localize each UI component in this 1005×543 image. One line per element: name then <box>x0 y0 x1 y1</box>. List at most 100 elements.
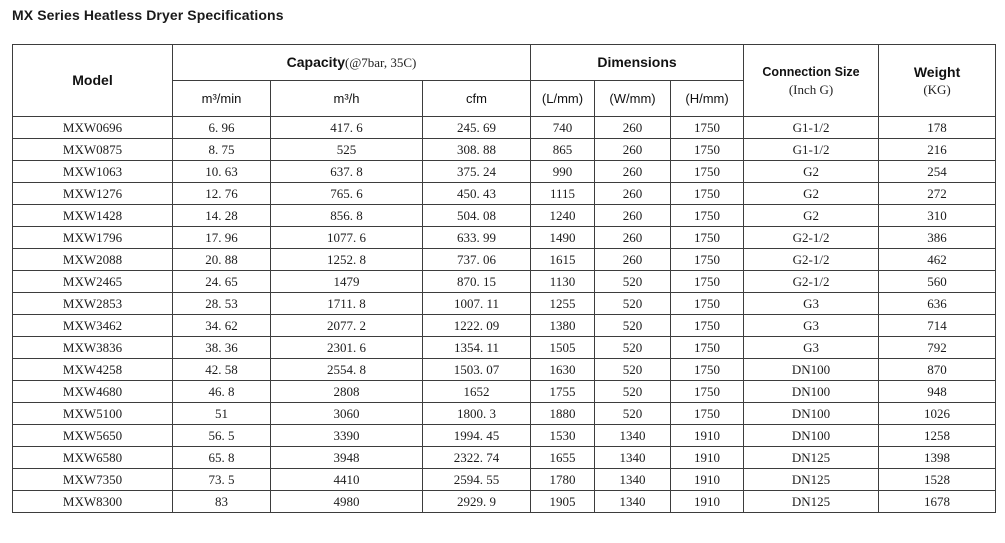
col-header-cfm: cfm <box>421 80 532 117</box>
table-cell: 765. 6 <box>270 182 423 205</box>
table-cell: 1490 <box>530 226 596 249</box>
table-cell: 1380 <box>530 314 596 337</box>
table-cell: 1655 <box>530 446 596 469</box>
table-cell: MXW6580 <box>12 446 173 469</box>
table-cell: 504. 08 <box>421 204 532 227</box>
table-cell: 1026 <box>878 402 997 425</box>
table-cell: 386 <box>878 226 997 249</box>
col-header-capacity: Capacity(@7bar, 35C) <box>171 44 532 81</box>
table-cell: 636 <box>878 292 997 315</box>
table-row: MXW1428 14. 28 856. 8 504. 08 1240 260 1750 G2 3… <box>12 204 997 227</box>
table-cell: 310 <box>878 204 997 227</box>
specifications-table: Model Capacity(@7bar, 35C) Dimensions Co… <box>12 44 997 513</box>
table-cell: MXW2088 <box>12 248 173 271</box>
table-cell: MXW4258 <box>12 358 173 381</box>
table-cell: G2-1/2 <box>743 226 880 249</box>
table-cell: 1750 <box>670 138 745 161</box>
table-cell: DN125 <box>743 490 880 513</box>
table-cell: 525 <box>270 138 423 161</box>
table-cell: G1-1/2 <box>743 138 880 161</box>
table-cell: 2554. 8 <box>270 358 423 381</box>
table-row: MXW1276 12. 76 765. 6 450. 43 1115 260 1750 G2 2… <box>12 182 997 205</box>
table-cell: 272 <box>878 182 997 205</box>
table-cell: 4410 <box>270 468 423 491</box>
table-cell: 42. 58 <box>172 358 271 381</box>
table-cell: 2301. 6 <box>270 336 423 359</box>
table-cell: 2077. 2 <box>270 314 423 337</box>
table-cell: 1750 <box>670 116 745 139</box>
table-cell: 417. 6 <box>270 116 423 139</box>
table-cell: G3 <box>743 336 880 359</box>
table-row: MXW2465 24. 65 1479 870. 15 1130 520 1750 G2-1/… <box>12 270 997 293</box>
table-cell: MXW0875 <box>12 138 173 161</box>
table-cell: 1503. 07 <box>421 358 532 381</box>
table-cell: 714 <box>878 314 997 337</box>
table-cell: 1528 <box>878 468 997 491</box>
table-row: MXW6580 65. 8 3948 2322. 74 1655 1340 1910 DN12… <box>12 446 997 469</box>
table-cell: 2594. 55 <box>421 468 532 491</box>
table-row: MXW2853 28. 53 1711. 8 1007. 11 1255 520 1750 G… <box>12 292 997 315</box>
model-label: Model <box>72 71 113 88</box>
capacity-note: (@7bar, 35C) <box>344 54 417 70</box>
table-cell: 1398 <box>878 446 997 469</box>
table-cell: 1910 <box>670 468 745 491</box>
table-row: MXW0696 6. 96 417. 6 245. 69 740 260 1750 G1-1/… <box>12 116 997 139</box>
table-cell: 260 <box>594 116 672 139</box>
table-cell: 24. 65 <box>172 270 271 293</box>
dimensions-label: Dimensions <box>597 53 677 70</box>
table-cell: 1750 <box>670 160 745 183</box>
table-cell: 56. 5 <box>172 424 271 447</box>
table-row: MXW0875 8. 75 525 308. 88 865 260 1750 G1-1/2 21… <box>12 138 997 161</box>
header-sub-row: m³/min m³/h cfm (L/mm) (W/mm) (H/mm) <box>13 80 996 117</box>
table-cell: 990 <box>530 160 596 183</box>
table-cell: 1750 <box>670 380 745 403</box>
table-cell: 308. 88 <box>421 138 532 161</box>
table-cell: 260 <box>594 248 672 271</box>
table-cell: 1750 <box>670 204 745 227</box>
weight-label: Weight <box>913 63 961 80</box>
table-cell: 1615 <box>530 248 596 271</box>
table-row: MXW3462 34. 62 2077. 2 1222. 09 1380 520 1750 G… <box>12 314 997 337</box>
table-cell: 1240 <box>530 204 596 227</box>
capacity-label: Capacity <box>286 53 345 70</box>
table-cell: 1630 <box>530 358 596 381</box>
table-cell: G2 <box>743 182 880 205</box>
table-cell: 1340 <box>594 468 672 491</box>
table-cell: 1780 <box>530 468 596 491</box>
table-cell: MXW5100 <box>12 402 173 425</box>
table-cell: 1505 <box>530 336 596 359</box>
table-cell: 46. 8 <box>172 380 271 403</box>
table-cell: MXW2465 <box>12 270 173 293</box>
col-header-m3min: m³/min <box>172 80 271 117</box>
table-cell: G2-1/2 <box>743 270 880 293</box>
table-cell: 17. 96 <box>172 226 271 249</box>
table-cell: 1750 <box>670 292 745 315</box>
table-cell: 1750 <box>670 314 745 337</box>
connection-note: (Inch G) <box>788 81 834 97</box>
table-cell: 260 <box>594 160 672 183</box>
table-cell: 1340 <box>594 490 672 513</box>
table-row: MXW5650 56. 5 3390 1994. 45 1530 1340 1910 DN10… <box>12 424 997 447</box>
table-cell: G2-1/2 <box>743 248 880 271</box>
table-cell: 178 <box>878 116 997 139</box>
col-header-weight: Weight (KG) <box>878 44 997 117</box>
table-cell: 83 <box>172 490 271 513</box>
table-cell: 856. 8 <box>270 204 423 227</box>
table-cell: 520 <box>594 270 672 293</box>
table-cell: 1750 <box>670 402 745 425</box>
table-cell: 1354. 11 <box>421 336 532 359</box>
table-cell: 792 <box>878 336 997 359</box>
table-row: MXW4680 46. 8 2808 1652 1755 520 1750 DN100 948 <box>12 380 997 403</box>
table-cell: 1340 <box>594 446 672 469</box>
table-cell: MXW3462 <box>12 314 173 337</box>
table-cell: 3390 <box>270 424 423 447</box>
table-cell: 245. 69 <box>421 116 532 139</box>
table-row: MXW2088 20. 88 1252. 8 737. 06 1615 260 1750 G2… <box>12 248 997 271</box>
table-cell: 260 <box>594 138 672 161</box>
table-cell: MXW4680 <box>12 380 173 403</box>
table-cell: 637. 8 <box>270 160 423 183</box>
table-cell: 3948 <box>270 446 423 469</box>
table-cell: 865 <box>530 138 596 161</box>
table-cell: 1255 <box>530 292 596 315</box>
